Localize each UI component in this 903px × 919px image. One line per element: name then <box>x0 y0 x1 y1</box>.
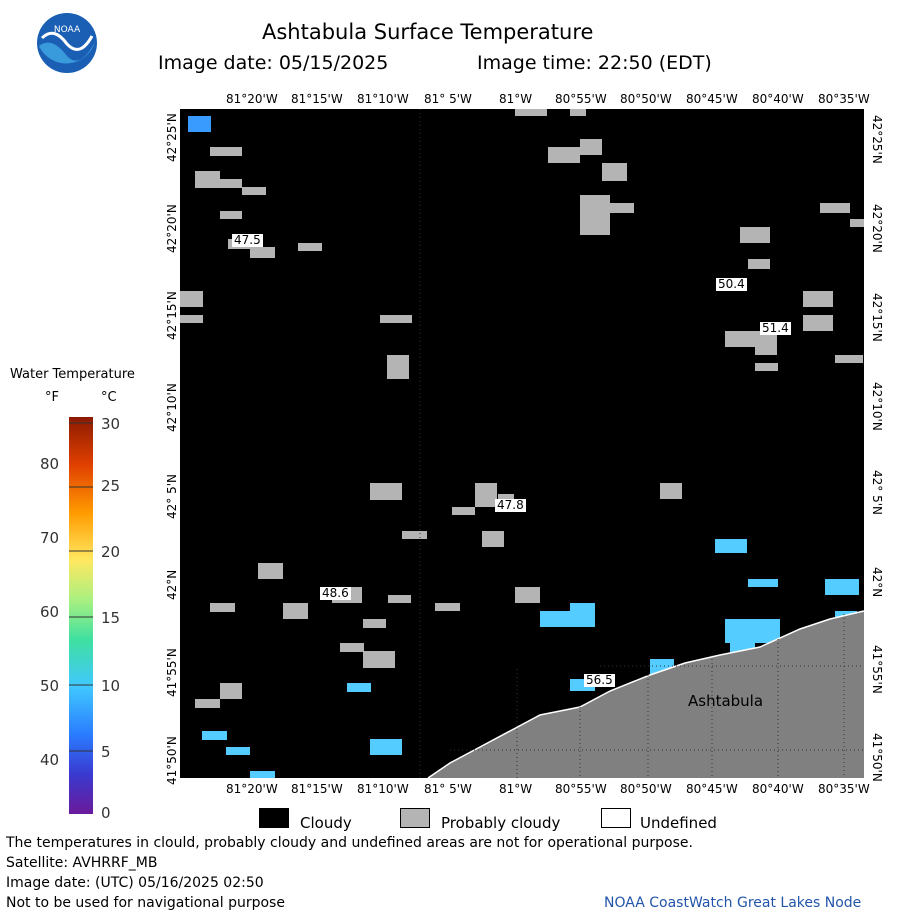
legend-swatch-undefined <box>601 808 631 828</box>
lon-tick-bottom: 81°15'W <box>291 782 343 796</box>
colorbar-c-tick: 15 <box>101 609 121 627</box>
noaa-logo: NOAA <box>36 12 98 74</box>
legend-label-probably-cloudy: Probably cloudy <box>441 814 561 832</box>
footer-credit: NOAA CoastWatch Great Lakes Node <box>604 895 862 911</box>
map-canvas <box>180 109 864 778</box>
legend-label-cloudy: Cloudy <box>300 814 352 832</box>
lon-tick-bottom: 81°W <box>499 782 533 796</box>
image-date-label: Image date: 05/15/2025 <box>158 52 389 74</box>
svg-text:NOAA: NOAA <box>54 25 81 35</box>
footer-image-date-utc: Image date: (UTC) 05/16/2025 02:50 <box>6 875 264 891</box>
temp-label: 48.6 <box>320 586 351 600</box>
temp-label: 47.8 <box>495 498 526 512</box>
footer-satellite: Satellite: AVHRRF_MB <box>6 855 158 871</box>
map-title: Ashtabula Surface Temperature <box>262 20 594 44</box>
legend-label-undefined: Undefined <box>640 814 717 832</box>
lat-tick-right: 42° 5'N <box>870 470 884 515</box>
lat-tick-right: 42°15'N <box>870 293 884 342</box>
colorbar-c-tick: 0 <box>101 804 111 822</box>
lon-tick-bottom: 80°55'W <box>555 782 607 796</box>
lat-tick-left: 42°15'N <box>165 291 179 340</box>
shoreline <box>427 610 864 778</box>
lon-tick-top: 80°40'W <box>752 92 804 106</box>
colorbar-unit-f: °F <box>45 390 59 405</box>
lon-tick-bottom: 81°10'W <box>357 782 409 796</box>
lon-tick-top: 81°20'W <box>226 92 278 106</box>
lon-tick-top: 80°55'W <box>555 92 607 106</box>
colorbar <box>69 417 93 814</box>
lat-tick-left: 42°N <box>165 569 179 600</box>
colorbar-f-tick: 60 <box>40 603 60 621</box>
lon-tick-top: 80°45'W <box>686 92 738 106</box>
colorbar-f-tick: 70 <box>40 529 60 547</box>
lon-tick-bottom: 81° 5'W <box>424 782 472 796</box>
footer-navigation-warning: Not to be used for navigational purpose <box>6 895 285 911</box>
lat-tick-right: 42°25'N <box>870 115 884 164</box>
land-area <box>428 611 864 778</box>
lat-tick-right: 42°10'N <box>870 382 884 431</box>
lon-tick-bottom: 81°20'W <box>226 782 278 796</box>
lat-tick-left: 42° 5'N <box>165 474 179 519</box>
lon-tick-top: 81°10'W <box>357 92 409 106</box>
water-temperature-pixels <box>188 116 859 778</box>
lat-tick-left: 42°20'N <box>165 204 179 253</box>
colorbar-f-tick: 40 <box>40 751 60 769</box>
lon-tick-top: 81°W <box>499 92 533 106</box>
colorbar-c-tick: 25 <box>101 477 121 495</box>
colorbar-f-tick: 80 <box>40 455 60 473</box>
lat-tick-right: 42°20'N <box>870 204 884 253</box>
lon-tick-bottom: 80°50'W <box>620 782 672 796</box>
colorbar-c-tick: 30 <box>101 415 121 433</box>
probably-cloudy-patches <box>180 109 864 708</box>
colorbar-f-tick: 50 <box>40 677 60 695</box>
lon-tick-top: 80°50'W <box>620 92 672 106</box>
legend-swatch-probably-cloudy <box>400 808 430 828</box>
colorbar-c-tick: 10 <box>101 677 121 695</box>
colorbar-c-tick: 20 <box>101 543 121 561</box>
colorbar-title: Water Temperature <box>10 367 135 382</box>
legend-swatch-cloudy <box>259 808 289 828</box>
lon-tick-top: 81° 5'W <box>424 92 472 106</box>
lat-tick-left: 42°10'N <box>165 383 179 432</box>
colorbar-c-tick: 5 <box>101 743 111 761</box>
lon-tick-bottom: 80°35'W <box>818 782 870 796</box>
lon-tick-top: 81°15'W <box>291 92 343 106</box>
footer-disclaimer: The temperatures in clould, probably clo… <box>6 835 693 851</box>
lat-tick-left: 42°25'N <box>165 113 179 162</box>
place-label-ashtabula: Ashtabula <box>688 692 764 710</box>
lat-tick-right: 41°50'N <box>870 733 884 782</box>
colorbar-unit-c: °C <box>101 390 117 405</box>
lon-tick-bottom: 80°45'W <box>686 782 738 796</box>
lat-tick-left: 41°55'N <box>165 648 179 697</box>
lat-tick-right: 41°55'N <box>870 645 884 694</box>
lat-tick-left: 41°50'N <box>165 736 179 785</box>
lon-tick-bottom: 80°40'W <box>752 782 804 796</box>
image-time-label: Image time: 22:50 (EDT) <box>477 52 712 74</box>
temp-label: 51.4 <box>760 321 791 335</box>
lon-tick-top: 80°35'W <box>818 92 870 106</box>
graticule <box>419 109 864 778</box>
temperature-map: 47.5 50.4 51.4 47.8 48.6 56.5 Ashtabula <box>180 109 864 778</box>
temp-label: 56.5 <box>584 673 615 687</box>
lat-tick-right: 42°N <box>870 567 884 598</box>
temp-label: 50.4 <box>716 277 747 291</box>
temp-label: 47.5 <box>232 233 263 247</box>
